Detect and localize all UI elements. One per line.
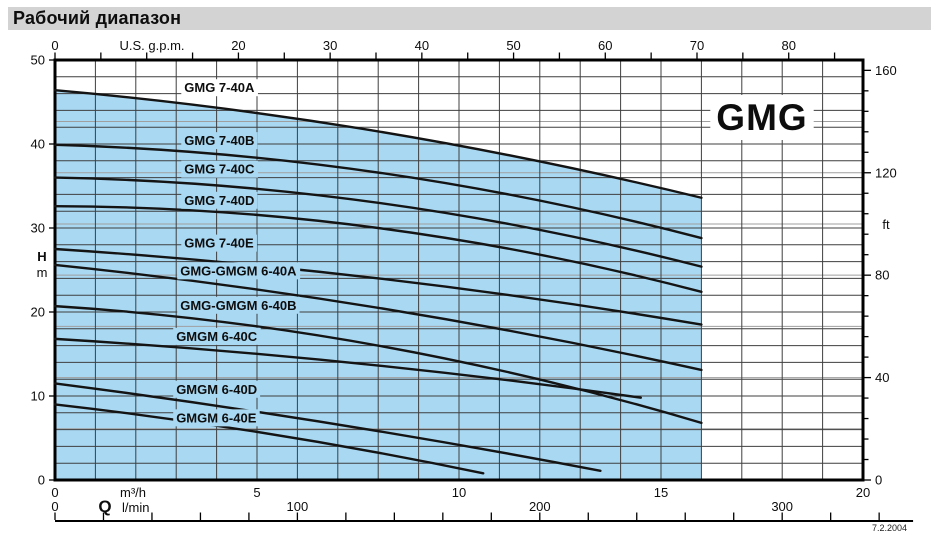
bottom-axis-unit-lmin: l/min — [122, 500, 149, 515]
svg-text:0: 0 — [51, 499, 58, 514]
svg-text:100: 100 — [287, 499, 309, 514]
svg-text:40: 40 — [875, 370, 889, 385]
svg-text:60: 60 — [598, 38, 612, 53]
right-axis-unit-label: ft — [882, 217, 890, 232]
curve-gmgm-6-40e — [53, 403, 485, 475]
curve-label: GMGM 6-40C — [176, 329, 258, 344]
curve-gmg-7-40b — [53, 143, 703, 240]
svg-text:70: 70 — [690, 38, 704, 53]
page-title: Рабочий диапазон — [13, 8, 182, 28]
title-bar: Рабочий диапазон — [8, 7, 931, 30]
svg-text:80: 80 — [875, 268, 889, 283]
chart-generated: 0 20 30 40 50 60 70 80 0 10 20 30 40 50 0 40 80 120 160 0 5 1… — [31, 38, 914, 522]
svg-text:0: 0 — [51, 38, 58, 53]
left-axis: 0 10 20 30 40 50 — [31, 53, 55, 488]
curve-gmg-7-40a — [53, 89, 703, 199]
svg-text:5: 5 — [253, 485, 260, 500]
svg-text:10: 10 — [452, 485, 466, 500]
curve-label: GMG-GMGM 6-40A — [180, 263, 297, 278]
svg-text:20: 20 — [31, 305, 45, 320]
svg-text:0: 0 — [38, 473, 45, 488]
svg-text:50: 50 — [31, 53, 45, 68]
svg-text:10: 10 — [31, 389, 45, 404]
svg-text:80: 80 — [781, 38, 795, 53]
top-axis-unit-label: U.S. g.p.m. — [119, 38, 184, 53]
left-axis-label: H — [37, 249, 46, 264]
curve-gmg-gmgm-6-40b — [53, 304, 703, 425]
plot-border — [53, 58, 865, 482]
curve-gmg-7-40e — [53, 247, 703, 326]
bottom-lmin-ruler: 0 100 200 300 — [51, 499, 914, 522]
top-axis: 0 20 30 40 50 60 70 80 — [51, 38, 836, 60]
curve-label: GMG 7-40C — [184, 162, 255, 177]
svg-text:300: 300 — [771, 499, 793, 514]
svg-text:120: 120 — [875, 165, 897, 180]
left-axis-unit-label: m — [37, 265, 48, 280]
pump-curves — [53, 89, 703, 475]
logo-background — [710, 95, 814, 140]
right-axis: 0 40 80 120 160 — [863, 63, 897, 488]
bottom-m3h-axis: 0 5 10 15 20 — [51, 485, 870, 500]
curve-label: GMG 7-40D — [184, 193, 254, 208]
svg-text:20: 20 — [231, 38, 245, 53]
doc-date: 7.2.2004 — [872, 523, 907, 533]
svg-text:200: 200 — [529, 499, 551, 514]
curve-gmg-gmgm-6-40a — [53, 263, 703, 372]
svg-text:50: 50 — [506, 38, 520, 53]
bottom-axis-unit-m3h: m³/h — [120, 485, 146, 500]
svg-text:0: 0 — [875, 473, 882, 488]
series-family-logo: GMG — [716, 97, 807, 138]
curve-gmg-7-40d — [53, 204, 703, 294]
curve-label: GMG 7-40B — [184, 133, 254, 148]
svg-text:40: 40 — [415, 38, 429, 53]
svg-text:30: 30 — [31, 221, 45, 236]
curve-label: GMGM 6-40D — [176, 382, 257, 397]
svg-text:30: 30 — [323, 38, 337, 53]
curve-labels: GMG 7-40A GMG 7-40B GMG 7-40C GMG 7-40D GMG … — [173, 79, 301, 427]
curve-gmgm-6-40c — [53, 337, 642, 399]
svg-text:160: 160 — [875, 63, 897, 78]
axis-unit-labels: U.S. g.p.m. H m ft Q m³/h l/min GMG 7.2.… — [37, 38, 907, 533]
svg-text:20: 20 — [856, 485, 870, 500]
flow-axis-label: Q — [98, 497, 111, 516]
curve-label: GMG 7-40A — [184, 80, 255, 95]
curve-label: GMG-GMGM 6-40B — [180, 298, 296, 313]
curve-label: GMG 7-40E — [184, 236, 254, 251]
svg-text:0: 0 — [51, 485, 58, 500]
curve-label: GMGM 6-40E — [176, 410, 257, 425]
svg-text:40: 40 — [31, 137, 45, 152]
curve-gmg-7-40c — [53, 176, 703, 268]
svg-text:15: 15 — [654, 485, 668, 500]
curve-gmgm-6-40d — [53, 382, 602, 472]
